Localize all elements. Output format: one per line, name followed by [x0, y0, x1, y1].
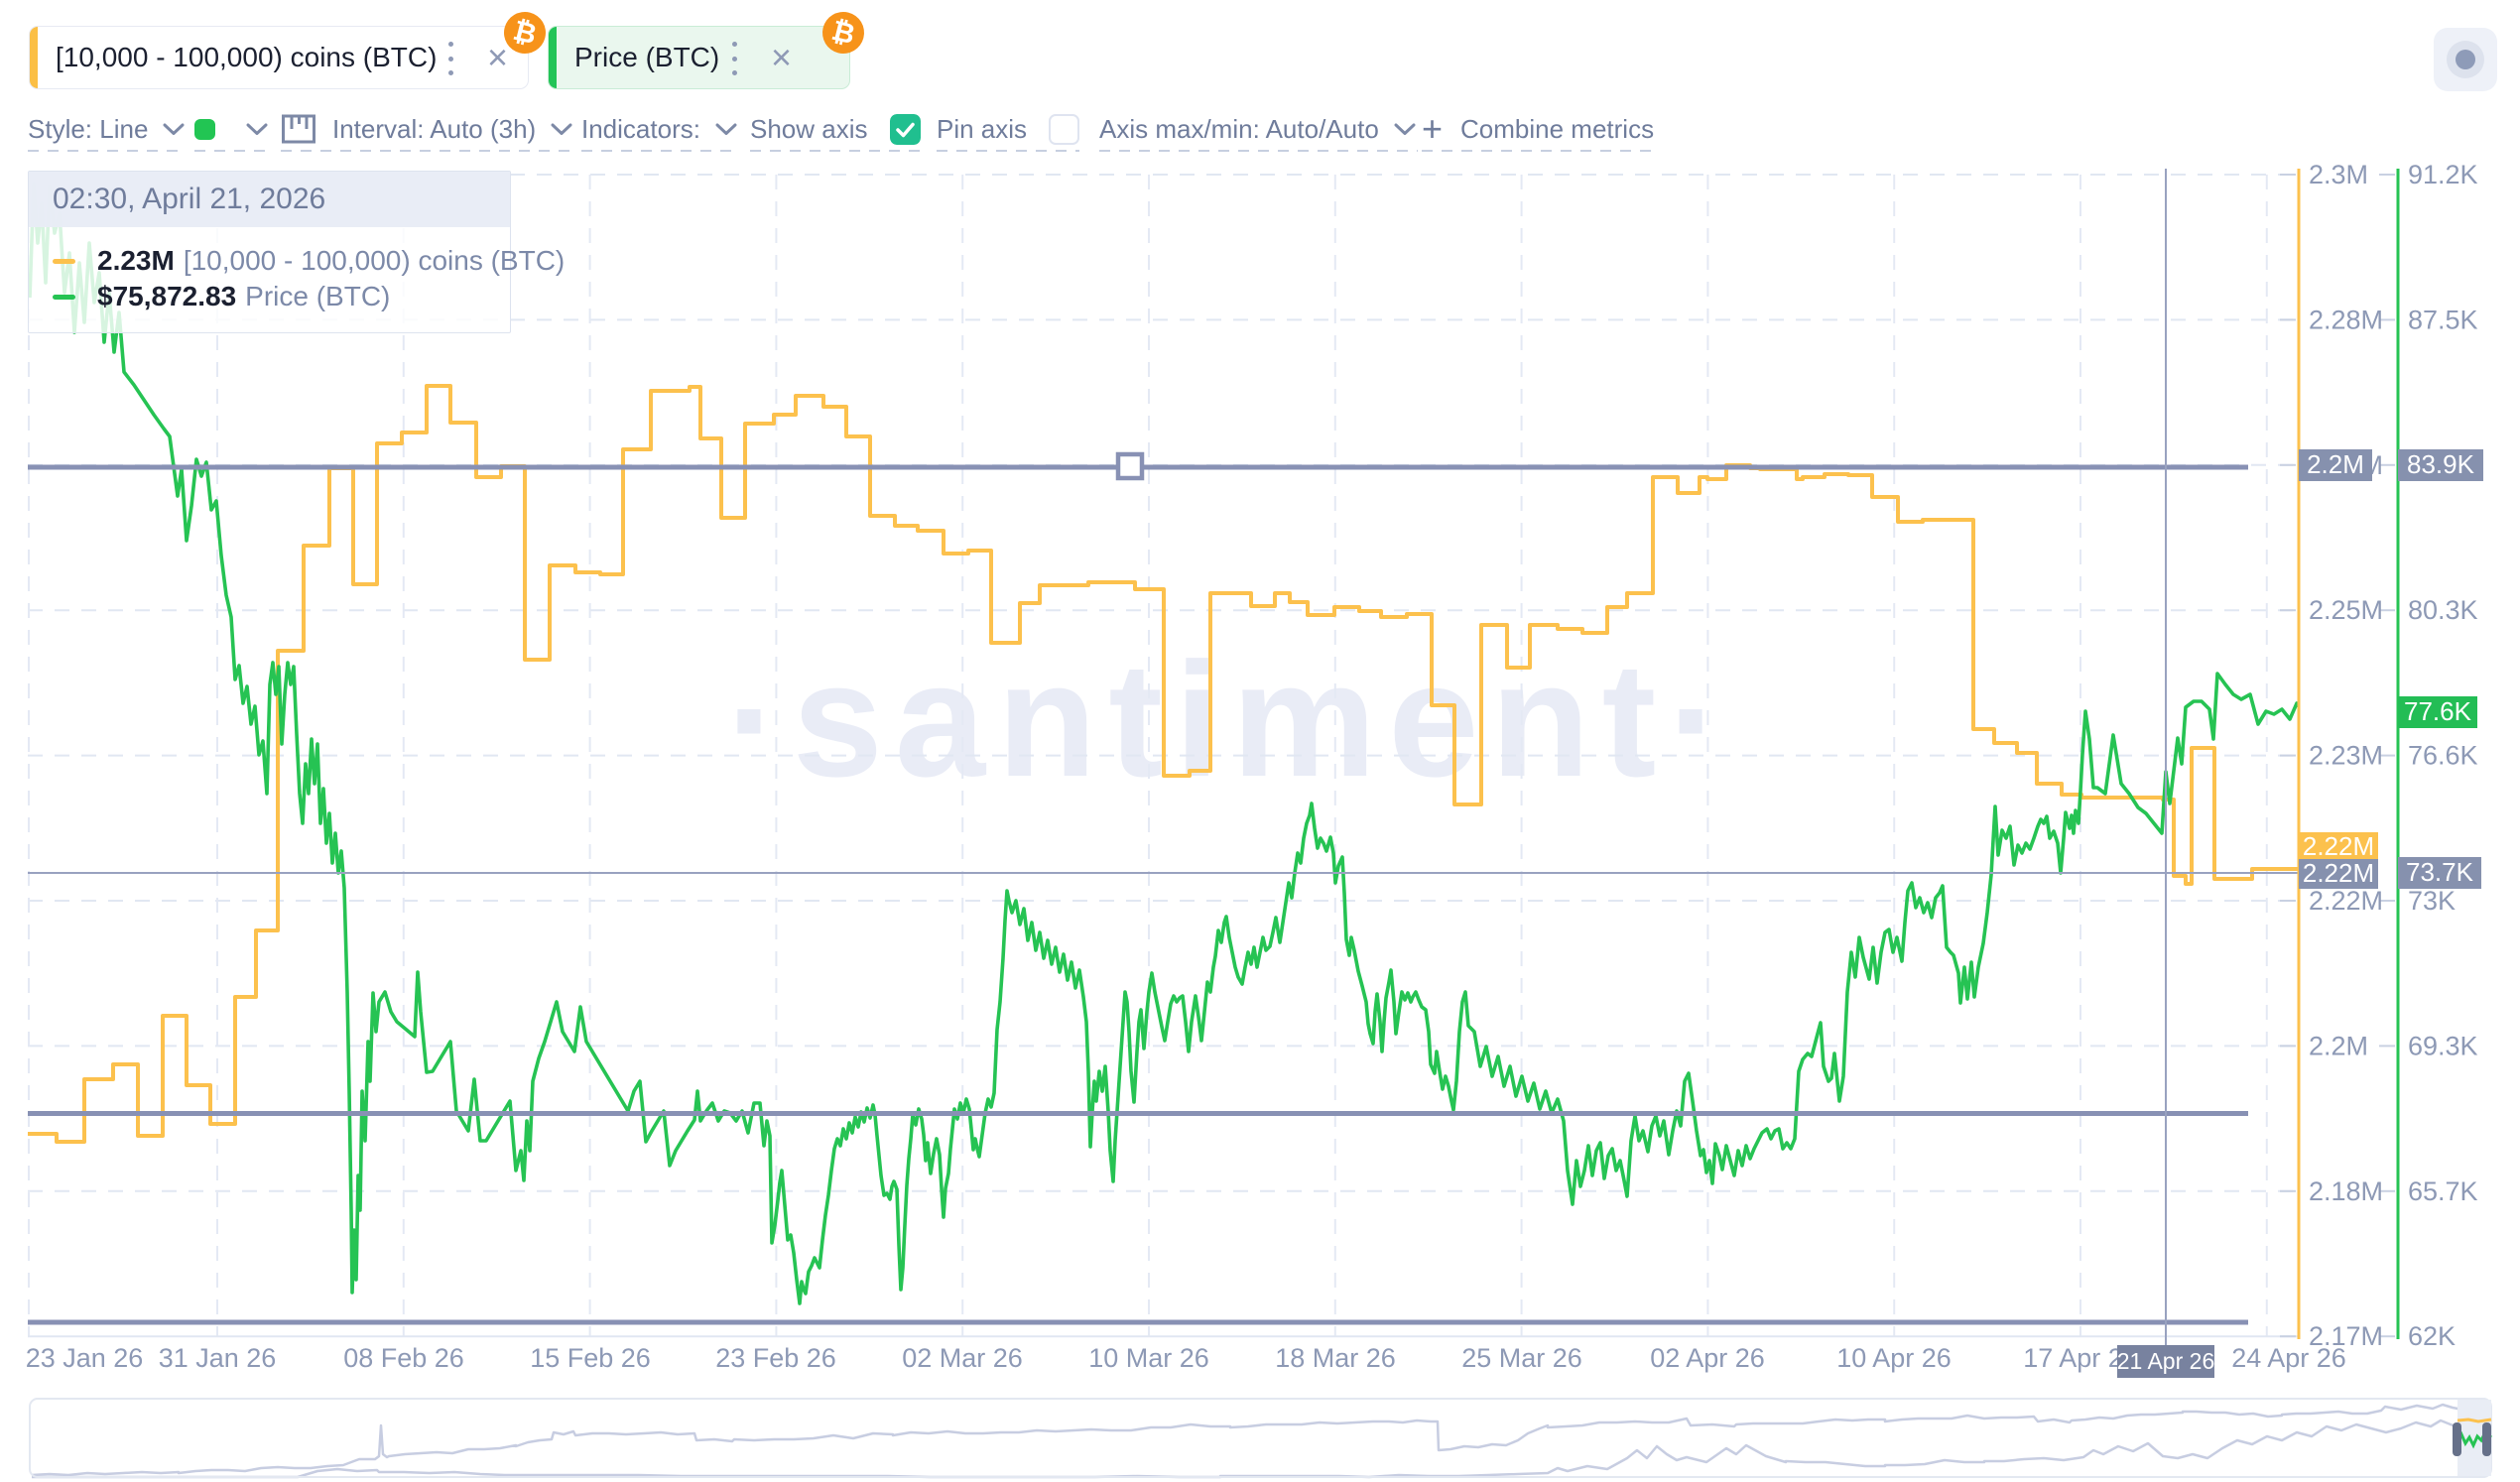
svg-text:08 Feb 26: 08 Feb 26 [343, 1343, 464, 1373]
svg-text:87.5K: 87.5K [2408, 305, 2478, 334]
svg-text:02 Mar 26: 02 Mar 26 [902, 1343, 1023, 1373]
svg-text:10 Apr 26: 10 Apr 26 [1836, 1343, 1952, 1373]
svg-text:2.23M: 2.23M [2309, 741, 2383, 771]
svg-text:25 Mar 26: 25 Mar 26 [1461, 1343, 1582, 1373]
svg-text:91.2K: 91.2K [2408, 160, 2478, 189]
svg-text:2.3M: 2.3M [2309, 160, 2368, 189]
svg-text:76.6K: 76.6K [2408, 741, 2478, 771]
svg-text:23 Jan 26: 23 Jan 26 [26, 1343, 144, 1373]
svg-text:2.22M: 2.22M [2309, 886, 2383, 916]
svg-text:2.17M: 2.17M [2309, 1321, 2383, 1351]
svg-text:62K: 62K [2408, 1321, 2456, 1351]
svg-text:2.22M: 2.22M [2303, 858, 2374, 888]
svg-text:73.7K: 73.7K [2406, 857, 2474, 887]
svg-text:2.22M: 2.22M [2303, 831, 2374, 861]
svg-text:15 Feb 26: 15 Feb 26 [530, 1343, 651, 1373]
svg-text:73K: 73K [2408, 886, 2456, 916]
svg-text:2.2M: 2.2M [2307, 449, 2364, 479]
svg-text:24 Apr 26: 24 Apr 26 [2231, 1343, 2346, 1373]
svg-text:18 Mar 26: 18 Mar 26 [1275, 1343, 1396, 1373]
svg-text:2.18M: 2.18M [2309, 1176, 2383, 1206]
svg-text:10 Mar 26: 10 Mar 26 [1088, 1343, 1209, 1373]
svg-text:2.28M: 2.28M [2309, 305, 2383, 334]
svg-text:69.3K: 69.3K [2408, 1031, 2478, 1060]
svg-text:83.9K: 83.9K [2407, 449, 2475, 479]
svg-text:2.2M: 2.2M [2309, 1031, 2368, 1060]
svg-text:2.25M: 2.25M [2309, 595, 2383, 625]
svg-text:21 Apr 26: 21 Apr 26 [2117, 1348, 2214, 1374]
svg-text:77.6K: 77.6K [2404, 696, 2472, 726]
svg-text:80.3K: 80.3K [2408, 595, 2478, 625]
svg-text:65.7K: 65.7K [2408, 1176, 2478, 1206]
svg-text:·santiment·: ·santiment· [726, 629, 1734, 810]
svg-text:02 Apr 26: 02 Apr 26 [1650, 1343, 1765, 1373]
svg-text:23 Feb 26: 23 Feb 26 [715, 1343, 836, 1373]
svg-text:31 Jan 26: 31 Jan 26 [159, 1343, 277, 1373]
